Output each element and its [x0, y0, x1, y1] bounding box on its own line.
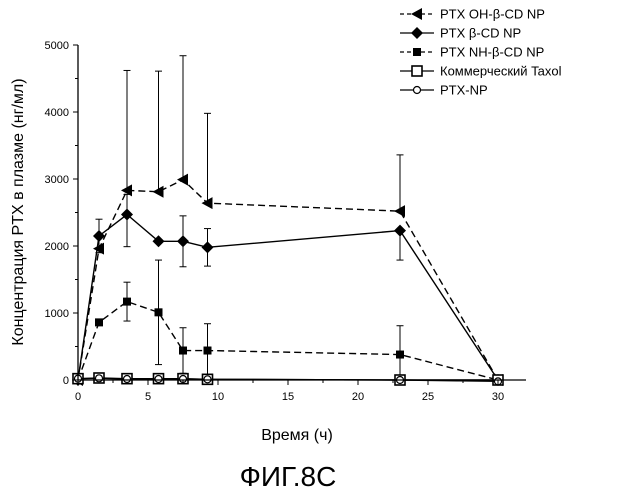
series-1: [72, 56, 503, 386]
y-tick-label: 0: [63, 375, 69, 387]
data-point: [124, 375, 131, 382]
legend-label: PTX-NP: [440, 83, 488, 98]
data-point: [93, 230, 105, 242]
legend-item: PTX β-CD NP: [400, 26, 521, 41]
y-axis-title: Концентрация PTX в плазме (нг/мл): [10, 78, 27, 345]
legend-label: PTX NH-β-CD NP: [440, 45, 544, 60]
legend-marker: [411, 8, 422, 20]
legend-item: PTX OH-β-CD NP: [400, 7, 545, 22]
legend-label: PTX β-CD NP: [440, 26, 521, 41]
data-point: [179, 347, 187, 355]
data-point: [155, 308, 163, 316]
legend-item: PTX-NP: [400, 83, 488, 98]
legend-marker: [413, 48, 421, 56]
data-point: [204, 347, 212, 355]
data-point: [202, 241, 214, 253]
data-point: [177, 235, 189, 247]
figure-caption: ФИГ.8С: [240, 461, 337, 492]
legend-marker: [411, 27, 423, 39]
data-point: [123, 298, 131, 306]
data-point: [204, 376, 211, 383]
data-point: [96, 375, 103, 382]
x-tick-label: 5: [145, 391, 151, 403]
data-point: [396, 351, 404, 359]
x-axis-title: Время (ч): [261, 427, 333, 444]
legend-item: Коммерческий Taxol: [400, 64, 562, 79]
series-line: [78, 215, 498, 380]
legend-marker: [414, 87, 421, 94]
legend-marker: [412, 66, 422, 76]
series-2: [72, 194, 504, 386]
series-line: [78, 302, 498, 380]
y-tick-label: 2000: [45, 241, 69, 253]
x-tick-label: 25: [422, 391, 434, 403]
legend: PTX OH-β-CD NP PTX β-CD NP PTX NH-β-CD NP К…: [400, 7, 562, 98]
y-tick-label: 3000: [45, 174, 69, 186]
x-tick-label: 10: [212, 391, 224, 403]
x-tick-label: 30: [492, 391, 504, 403]
data-point: [394, 225, 406, 237]
data-point: [95, 318, 103, 326]
series-3: [74, 260, 502, 384]
y-tick-label: 1000: [45, 308, 69, 320]
series-line: [78, 180, 498, 380]
x-tick-label: 15: [282, 391, 294, 403]
x-tick-label: 0: [75, 391, 81, 403]
data-point: [155, 375, 162, 382]
legend-label: PTX OH-β-CD NP: [440, 7, 545, 22]
y-tick-label: 4000: [45, 107, 69, 119]
x-tick-label: 20: [352, 391, 364, 403]
plot-area: [72, 56, 504, 386]
y-tick-label: 5000: [45, 40, 69, 52]
legend-item: PTX NH-β-CD NP: [400, 45, 544, 60]
legend-label: Коммерческий Taxol: [440, 64, 562, 79]
